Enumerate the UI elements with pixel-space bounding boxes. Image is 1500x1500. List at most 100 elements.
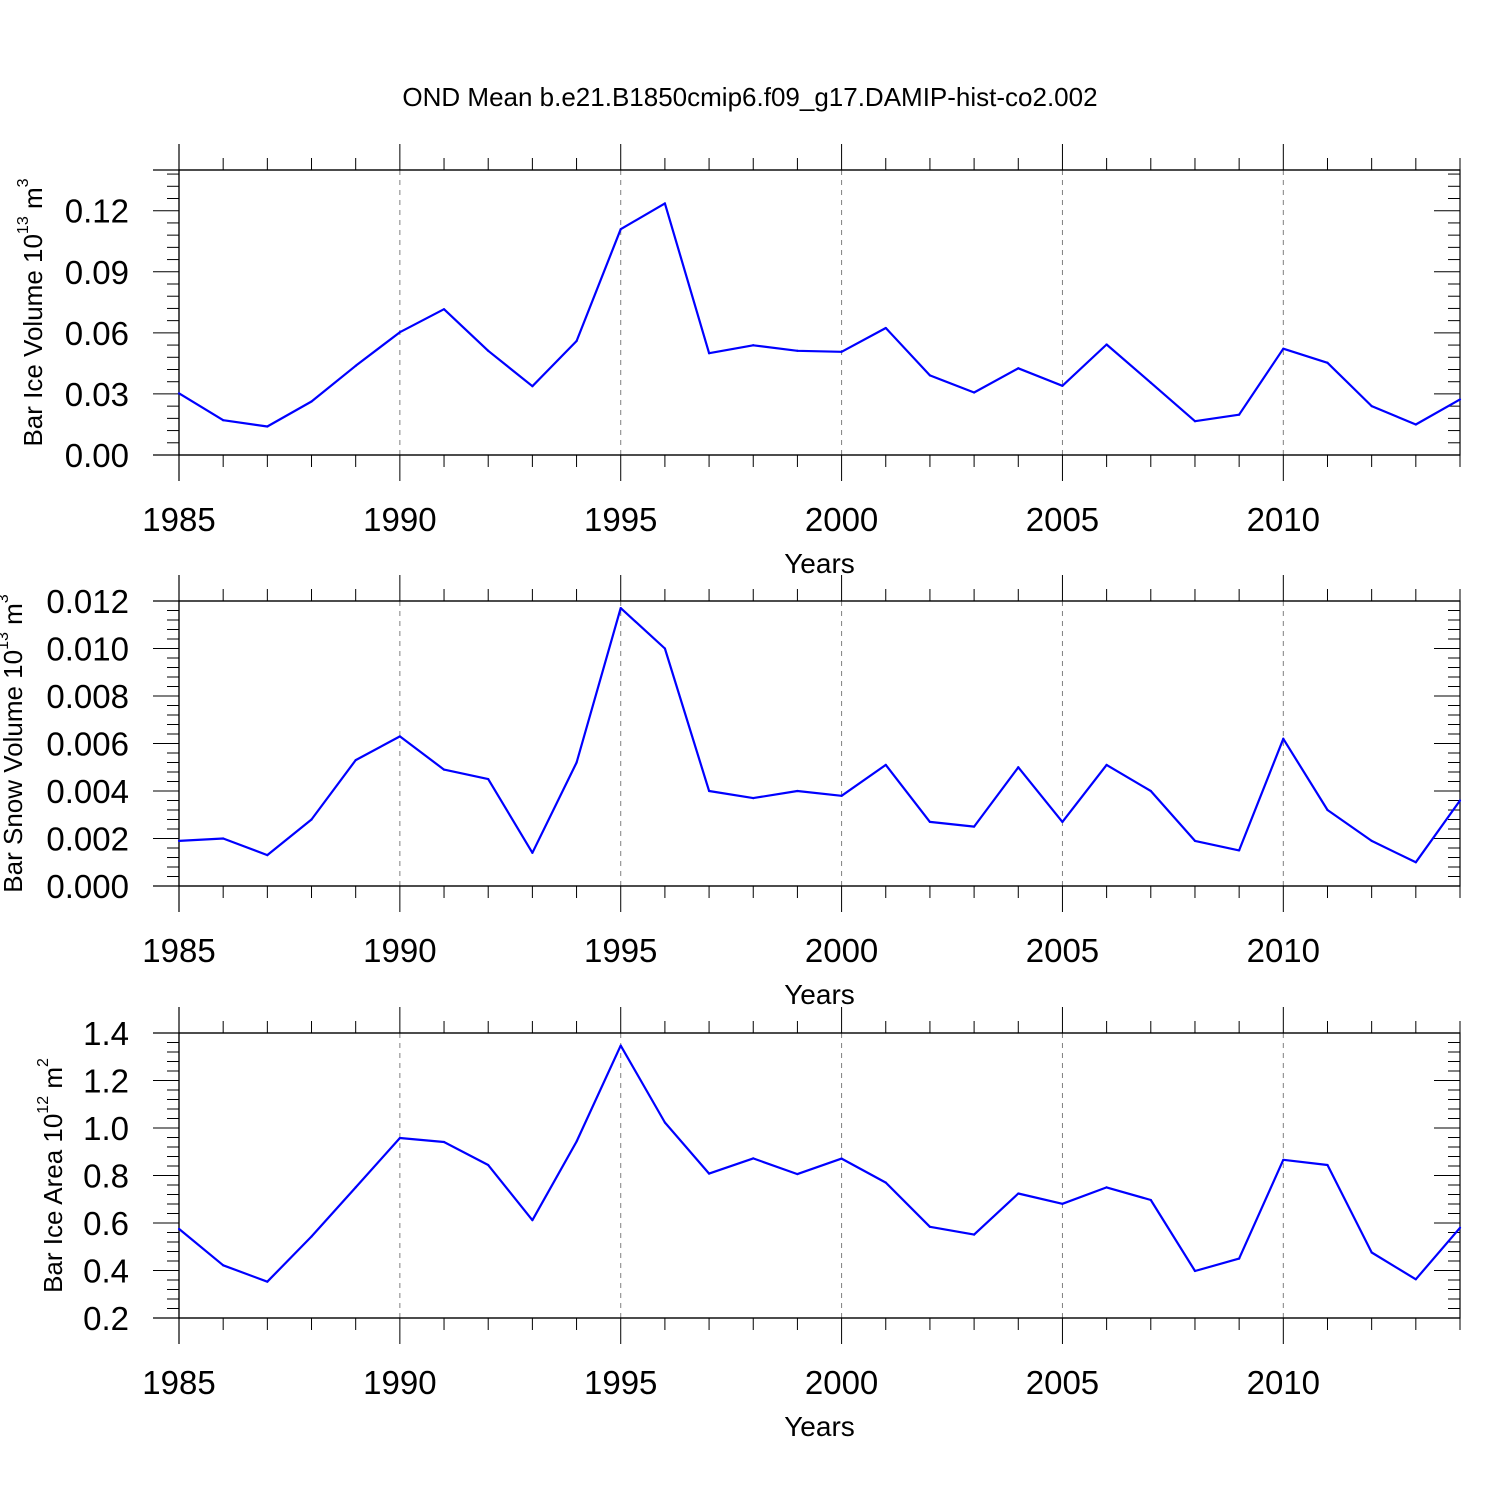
y-axis-label: Bar Ice Area 1012 m2: [35, 1058, 69, 1293]
x-tick-label: 2005: [1026, 501, 1099, 538]
data-point: [1017, 1192, 1020, 1195]
data-point: [531, 851, 534, 854]
data-point: [398, 1136, 401, 1140]
data-point: [619, 607, 622, 610]
y-tick-label: 0.012: [46, 583, 129, 620]
x-tick-label: 2010: [1247, 932, 1320, 969]
data-point: [177, 1227, 181, 1231]
data-point: [222, 837, 225, 840]
data-point: [796, 1172, 799, 1176]
x-tick-label: 2010: [1247, 501, 1320, 538]
y-tick-label: 0.002: [46, 821, 129, 858]
data-point: [310, 818, 313, 821]
data-point: [310, 1235, 313, 1238]
data-point: [442, 308, 446, 311]
data-point: [1458, 1226, 1462, 1229]
data-point: [487, 1163, 490, 1167]
panel-ice-volume: 1985 1990 1995 2000 2005 2010 0.00 0.03 0.06 0.09…: [15, 144, 1462, 579]
y-tick-label: 0.09: [65, 254, 129, 291]
data-point: [1017, 766, 1020, 769]
data-point: [1149, 1198, 1152, 1202]
data-point: [752, 797, 755, 800]
y-tick-label: 0.2: [83, 1300, 129, 1337]
data-point: [1326, 808, 1329, 812]
figure-title: OND Mean b.e21.B1850cmip6.f09_g17.DAMIP-…: [402, 82, 1097, 112]
x-axis-label: Years: [784, 1411, 855, 1442]
x-tick-label: 2000: [805, 932, 878, 969]
data-point: [487, 778, 490, 781]
data-point: [531, 385, 534, 388]
x-tick-label: 2000: [805, 1364, 878, 1401]
y-tick-label: 0.008: [46, 678, 129, 715]
data-point: [796, 349, 799, 352]
data-point: [442, 1140, 446, 1144]
data-point: [1414, 861, 1417, 864]
y-axis-label: Bar Ice Volume 1013 m3: [15, 178, 49, 446]
data-point: [840, 794, 843, 797]
series-line: [178, 1044, 1461, 1283]
data-point: [707, 789, 711, 793]
y-tick-label: 0.010: [46, 631, 129, 668]
data-point: [1105, 763, 1108, 766]
x-tick-label: 2010: [1247, 1364, 1320, 1401]
x-tick-label: 1995: [584, 501, 657, 538]
data-point: [840, 1157, 843, 1160]
x-tick-label: 1990: [363, 1364, 436, 1401]
x-tick-label: 1985: [142, 932, 215, 969]
data-point: [663, 1121, 666, 1124]
y-tick-label: 1.4: [83, 1015, 129, 1052]
x-axis-label: Years: [784, 979, 855, 1010]
panel-ice-area: 1985 1990 1995 2000 2005 2010 0.2 0.4 0.6 0.8 1.0 1…: [35, 1007, 1462, 1442]
data-point: [928, 820, 932, 823]
data-point: [177, 839, 181, 842]
y-axis-label-unit-sup: 3: [0, 594, 12, 603]
data-point: [1105, 343, 1108, 346]
data-point: [1238, 849, 1241, 852]
data-point: [1282, 347, 1285, 350]
data-point: [354, 1186, 357, 1189]
data-point: [266, 1280, 269, 1283]
x-tick-label: 2005: [1026, 1364, 1099, 1401]
data-point: [398, 735, 401, 738]
data-point: [1061, 384, 1064, 387]
data-point: [973, 391, 976, 394]
data-point: [1326, 1163, 1329, 1167]
data-point: [619, 1044, 622, 1047]
data-point: [575, 761, 578, 764]
data-point: [222, 419, 225, 422]
data-point: [1238, 1257, 1241, 1260]
data-point: [575, 339, 578, 343]
data-point: [1193, 839, 1197, 842]
data-point: [266, 854, 269, 857]
data-point: [1370, 839, 1373, 842]
y-tick-label: 0.00: [65, 437, 129, 474]
x-axis-label: Years: [784, 548, 855, 579]
data-point: [1105, 1186, 1108, 1189]
data-point: [354, 364, 357, 367]
series-line: [178, 202, 1461, 428]
y-axis-label-main: Bar Ice Area 10: [38, 1114, 68, 1293]
data-point: [840, 350, 843, 353]
panel-snow-volume: 1985 1990 1995 2000 2005 2010 0.000 0.002 0.004 0…: [0, 575, 1462, 1010]
data-point: [531, 1219, 534, 1222]
data-point: [1458, 398, 1462, 401]
y-axis-label-sup: 13: [0, 632, 12, 650]
data-point: [1149, 789, 1152, 793]
data-point: [928, 1225, 932, 1228]
data-point: [619, 228, 622, 231]
data-point: [266, 425, 269, 428]
y-axis-label-sup: 12: [35, 1096, 52, 1114]
y-axis-label-unit-sup: 3: [15, 178, 32, 187]
data-point: [663, 202, 666, 205]
data-point: [707, 1172, 711, 1175]
y-tick-label: 0.4: [83, 1253, 129, 1290]
data-point: [310, 400, 313, 403]
data-point: [884, 326, 887, 330]
data-point: [1414, 423, 1417, 426]
data-point: [752, 344, 755, 347]
y-tick-label: 0.000: [46, 868, 129, 905]
plot-frame: [178, 600, 1461, 887]
data-point: [884, 1181, 887, 1184]
y-tick-label: 1.2: [83, 1063, 129, 1100]
data-point: [575, 1140, 578, 1143]
